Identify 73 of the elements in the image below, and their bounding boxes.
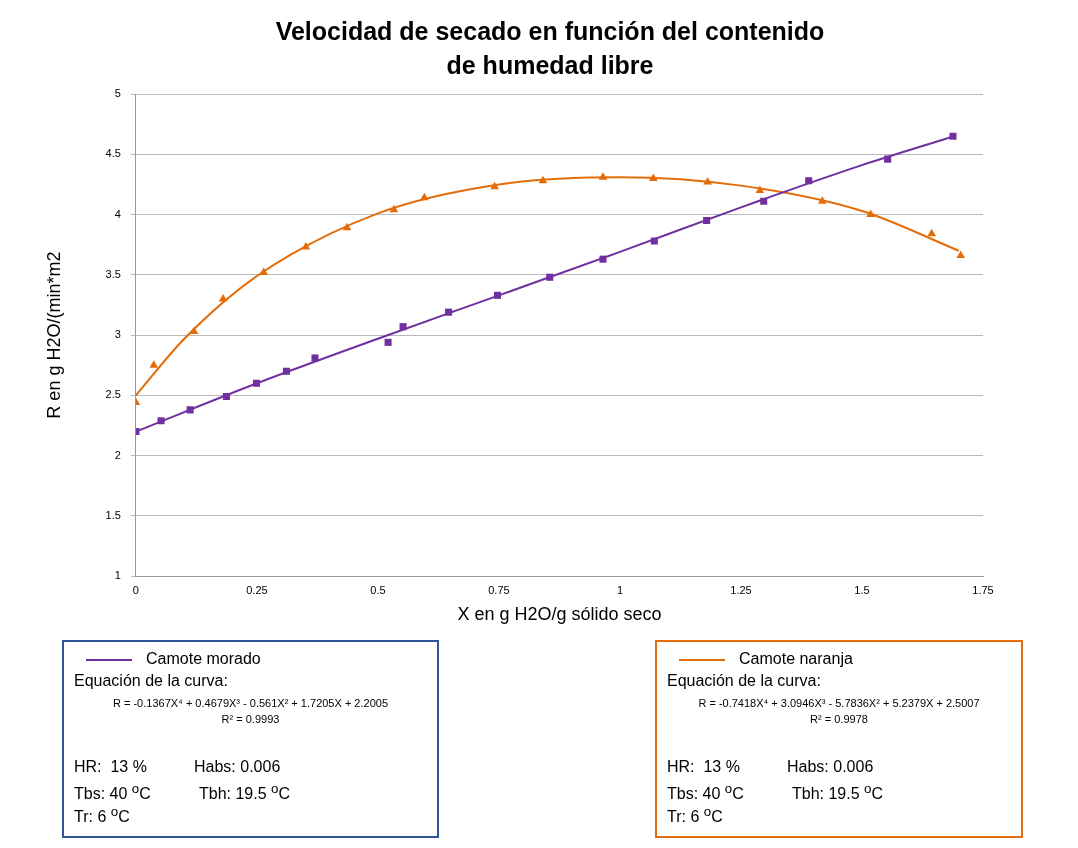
point xyxy=(301,242,311,250)
text: Equación de la curva: xyxy=(74,672,228,690)
x-axis-title: X en g H2O/g sólido seco xyxy=(457,604,662,625)
y-tick-label: 1 xyxy=(114,569,121,582)
point xyxy=(399,323,407,331)
x-tick-label: 0 xyxy=(132,583,139,596)
text: Tr: 6 $^{o}$C xyxy=(74,804,130,827)
text: HR: 13 % xyxy=(74,758,147,776)
point xyxy=(311,354,319,362)
point xyxy=(650,237,658,245)
x-tick-label: 1.75 xyxy=(972,583,994,596)
text: Tr: 6 $^{o}$C xyxy=(667,804,723,827)
point xyxy=(189,326,199,334)
y-tick-label: 3 xyxy=(114,328,121,341)
point xyxy=(384,338,392,346)
text: Habs: 0.006 xyxy=(194,758,281,776)
text: R² = 0.9993 xyxy=(220,713,281,725)
text: Tbs: 40 $^{o}$C xyxy=(667,781,744,804)
point xyxy=(949,132,957,140)
y-tick-label: 2.5 xyxy=(105,388,121,401)
point xyxy=(149,360,159,368)
text: Habs: 0.006 xyxy=(787,758,874,776)
point xyxy=(703,177,712,185)
point xyxy=(956,250,966,259)
y-axis-title: R en g H2O/(min*m2 xyxy=(43,251,64,419)
point xyxy=(282,367,290,375)
point xyxy=(445,308,453,316)
x-tick-label: 1.5 xyxy=(854,583,870,596)
x-tick-label: 1.25 xyxy=(730,583,752,596)
point xyxy=(649,173,658,181)
point xyxy=(186,406,194,414)
point xyxy=(546,273,554,281)
legend-label: Camote naranja xyxy=(738,650,853,668)
y-tick-label: 2 xyxy=(114,448,121,461)
text: R = -0.1367X⁴ + 0.4679X³ - 0.561X² + 1.7205X + 2.2005 xyxy=(111,697,389,709)
y-tick-label: 3.5 xyxy=(105,267,121,280)
x-tick-label: 0.25 xyxy=(246,583,268,596)
point xyxy=(805,177,813,185)
point xyxy=(598,172,608,180)
point xyxy=(755,185,765,193)
point xyxy=(157,417,165,425)
x-tick-label: 1 xyxy=(616,583,624,596)
legend-label: Camote morado xyxy=(145,650,261,668)
text: Tbh: 19.5 $^{o}$C xyxy=(792,781,884,804)
point xyxy=(420,192,429,201)
point xyxy=(490,181,499,190)
point xyxy=(259,267,269,275)
text: Tbs: 40 $^{o}$C xyxy=(74,781,151,804)
chart-title: Velocidad de secado en función del contenido de humedad libre xyxy=(274,16,826,81)
point xyxy=(493,291,502,299)
point xyxy=(866,209,876,218)
point xyxy=(703,217,711,225)
text: Equación de la curva: xyxy=(667,672,821,690)
point xyxy=(927,228,937,237)
y-tick-label: 5 xyxy=(114,87,121,100)
point xyxy=(884,155,892,163)
point xyxy=(817,196,827,204)
point xyxy=(342,222,352,231)
x-tick-label: 0.5 xyxy=(370,583,386,596)
point xyxy=(760,197,768,205)
text: R² = 0.9978 xyxy=(809,713,869,725)
point xyxy=(538,175,548,184)
y-tick-label: 4 xyxy=(114,207,121,220)
x-tick-label: 0.75 xyxy=(488,583,510,596)
point xyxy=(252,379,260,387)
text: Tbh: 19.5 $^{o}$C xyxy=(199,781,291,804)
point xyxy=(389,204,399,213)
text: R = -0.7418X⁴ + 3.0946X³ - 5.7836X² + 5.2379X + 2.5007 xyxy=(697,697,981,709)
y-tick-label: 4.5 xyxy=(105,147,121,160)
text: HR: 13 % xyxy=(667,758,740,776)
y-tick-label: 1.5 xyxy=(105,508,121,521)
point xyxy=(599,255,607,263)
point xyxy=(222,393,230,401)
